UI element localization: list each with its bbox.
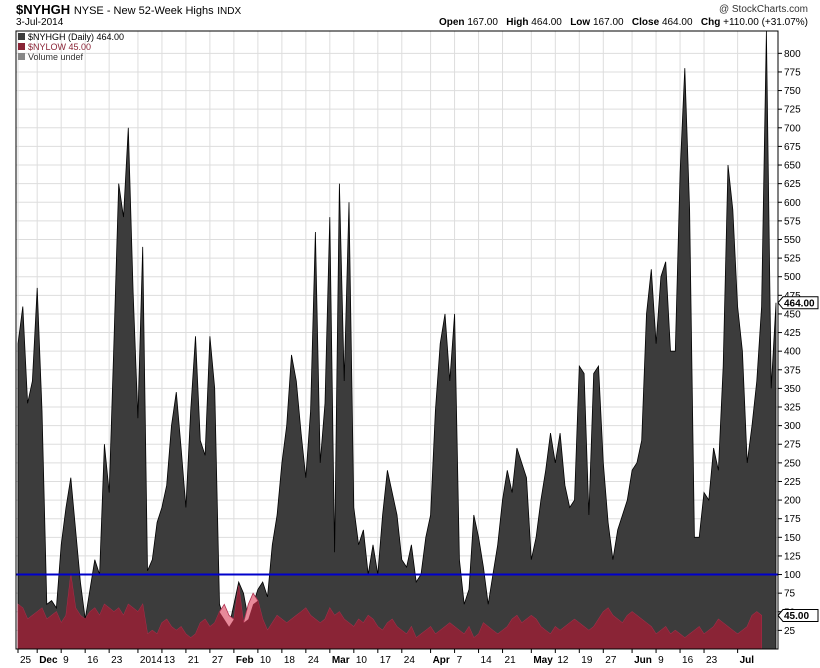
open-label: Open [438,17,465,28]
chart-header: $NYHGH NYSE - New 52-Week Highs INDX 3-J… [0,0,820,30]
symbol-name: NYSE - New 52-Week Highs [73,5,214,17]
plot-border [15,30,779,650]
y-tick-label: 625 [784,179,801,190]
x-tick-label: 16 [87,655,99,666]
y-tick-label: 750 [784,86,801,97]
chg-value: +110.00 (+31.07%) [723,17,808,28]
x-tick-label: 25 [20,655,32,666]
y-tick-label: 725 [784,105,801,116]
high-label: High [506,17,529,28]
x-tick-label: 18 [284,655,296,666]
y-tick-label: 650 [784,161,801,172]
y-tick-label: 400 [784,347,801,358]
last-value-tag-box [777,608,819,622]
x-tick-label: 2014 [140,655,163,666]
series-area-lows [18,574,762,649]
y-tick-label: 250 [784,458,801,469]
y-tick-label: 550 [784,235,801,246]
last-value-tag-label: 464.00 [784,298,815,309]
x-tick-label: 21 [188,655,200,666]
x-tick-label: 17 [380,655,392,666]
x-tick-label: 7 [457,655,463,666]
exchange: INDX [217,6,242,17]
x-tick-label: 24 [404,655,416,666]
y-tick-label: 150 [784,533,801,544]
y-tick-label: 450 [784,309,801,320]
low-value: 167.00 [592,17,624,28]
y-tick-label: 100 [784,570,801,581]
series-areas [17,30,777,650]
x-tick-label: 9 [658,655,664,666]
x-tick-label: Dec [39,655,58,666]
y-tick-label: 425 [784,328,801,339]
close-value: 464.00 [661,17,693,28]
x-tick-label: 23 [706,655,718,666]
y-tick-label: 600 [784,198,801,209]
legend-lows: $NYLOW 45.00 [28,42,91,52]
y-tick-label: 575 [784,216,801,227]
x-tick-label: Mar [332,655,350,666]
y-tick-label: 275 [784,440,801,451]
high-value: 464.00 [531,17,562,28]
y-tick-label: 300 [784,421,801,432]
x-tick-label: 23 [111,655,123,666]
legend-swatch-highs [18,33,25,40]
last-value-tag-box [777,296,819,310]
chart-date: 3-Jul-2014 [16,17,64,28]
y-tick-label: 200 [784,496,801,507]
x-tick-label: Feb [236,655,254,666]
ohlc-readout: Open 167.00 High 464.00 Low 167.00 Close… [439,17,808,28]
y-tick-label: 700 [784,123,801,134]
x-tick-label: 21 [505,655,517,666]
close-label: Close [631,17,660,28]
x-tick-label: 13 [164,655,176,666]
last-value-tag-label: 45.00 [784,611,809,622]
legend: $NYHGH (Daily) 464.00 $NYLOW 45.00 Volum… [18,32,124,62]
x-tick-label: 10 [356,655,368,666]
y-tick-label: 325 [784,403,801,414]
x-axis: 25 Dec 9 16 23 2014 13 21 27 Feb 10 18 24 Mar 10 17 24 Ap… [17,649,755,666]
low-label: Low [570,17,591,28]
x-tick-label: 16 [682,655,694,666]
legend-swatch-volume [18,53,25,60]
y-tick-label: 175 [784,514,801,525]
credit[interactable]: @ StockCharts.com [718,4,808,15]
open-value: 167.00 [467,17,498,28]
y-tick-label: 125 [784,551,801,562]
x-tick-label: 19 [581,655,593,666]
y-axis: 2550751001251501752002252502753003253503… [778,49,801,637]
x-tick-label: May [533,655,553,666]
x-tick-label: 24 [308,655,320,666]
y-tick-label: 800 [784,49,801,60]
y-tick-label: 525 [784,254,801,265]
legend-swatch-lows [18,43,25,50]
x-tick-label: Jul [740,655,755,666]
y-tick-label: 25 [784,626,796,637]
y-tick-label: 75 [784,589,796,600]
x-tick-label: 10 [260,655,272,666]
y-tick-label: 675 [784,142,801,153]
x-tick-label: 14 [481,655,493,666]
y-tick-label: 775 [784,67,801,78]
legend-volume: Volume undef [28,52,84,62]
x-tick-label: Jun [634,655,652,666]
y-tick-label: 375 [784,365,801,376]
x-tick-label: Apr [433,655,450,666]
y-tick-label: 350 [784,384,801,395]
y-tick-label: 500 [784,272,801,283]
x-tick-label: 27 [212,655,224,666]
last-value-tags: 464.00 45.00 [777,296,819,622]
x-tick-label: 27 [605,655,617,666]
series-area-highs [17,30,777,650]
x-tick-label: 12 [557,655,569,666]
y-tick-label: 225 [784,477,801,488]
legend-highs: $NYHGH (Daily) 464.00 [28,32,124,42]
x-tick-label: 9 [63,655,69,666]
chg-label: Chg [700,17,721,28]
symbol: $NYHGH [16,2,71,17]
symbol-title: $NYHGH NYSE - New 52-Week Highs INDX [16,2,241,17]
